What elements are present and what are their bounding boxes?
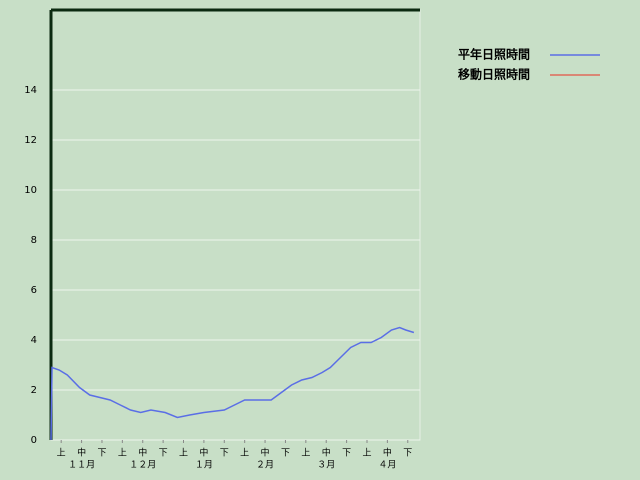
y-tick-label: 10 [24, 185, 37, 196]
data-line [50, 326, 415, 441]
y-tick-label: 0 [31, 435, 37, 446]
x-tick-label: 下 [342, 449, 351, 459]
month-label: １２月 [129, 460, 156, 471]
x-tick-label: 下 [159, 449, 168, 459]
y-tick-label: 4 [31, 335, 37, 346]
x-tick-label: 中 [383, 447, 392, 459]
x-tick-label: 中 [199, 447, 208, 459]
month-label: １月 [195, 460, 213, 471]
x-tick-label: 上 [301, 448, 310, 459]
x-tick-label: 上 [240, 448, 249, 459]
x-tick-label: 下 [220, 449, 229, 459]
x-tick-label: 中 [322, 447, 331, 459]
x-tick-label: 上 [118, 448, 127, 459]
y-tick-label: 12 [24, 135, 37, 146]
x-tick-label: 下 [281, 449, 290, 459]
x-tick-label: 上 [179, 448, 188, 459]
y-tick-label: 6 [31, 285, 37, 296]
x-tick-label: 下 [403, 449, 412, 459]
x-tick-label: 上 [362, 448, 371, 459]
legend-label: 平年日照時間 [458, 47, 530, 62]
x-tick-label: 上 [57, 448, 66, 459]
legend-label: 移動日照時間 [458, 67, 530, 82]
month-label: ２月 [256, 460, 274, 471]
month-label: ３月 [317, 460, 335, 471]
month-label: ４月 [378, 460, 396, 471]
x-tick-label: 下 [97, 449, 106, 459]
x-tick-label: 中 [77, 447, 86, 459]
plot-area [50, 9, 421, 441]
y-tick-label: 2 [31, 385, 37, 396]
y-tick-label: 14 [24, 85, 37, 96]
month-label: １１月 [68, 460, 95, 471]
y-tick-label: 8 [31, 235, 37, 246]
x-tick-label: 中 [261, 447, 270, 459]
x-tick-label: 中 [138, 447, 147, 459]
